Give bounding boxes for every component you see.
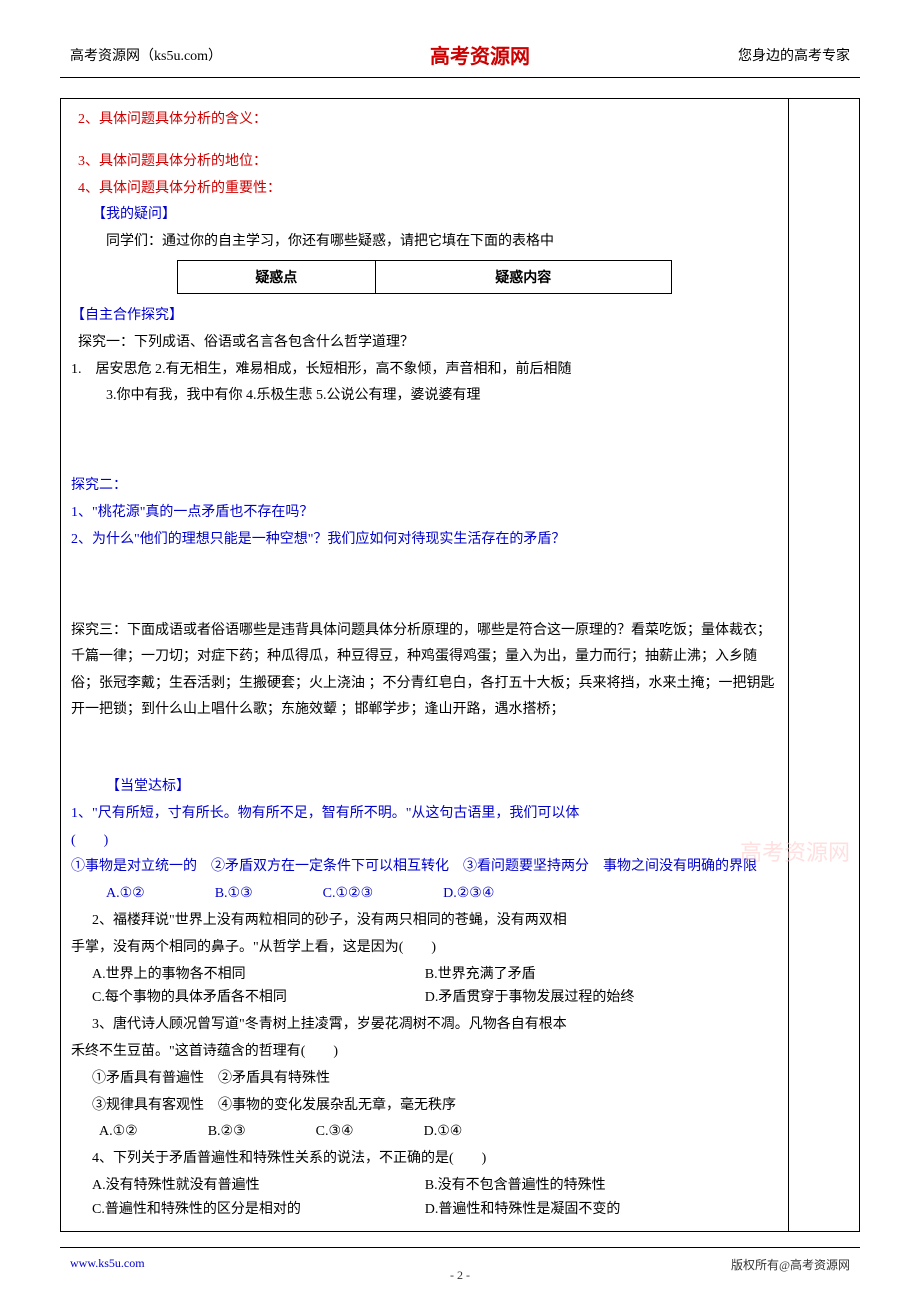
explore2-title: 探究二： [71,474,778,498]
table-header-point: 疑惑点 [178,260,376,293]
q4-optD: D.普遍性和特殊性是凝固不变的 [425,1202,621,1217]
q2-optB: B.世界充满了矛盾 [425,967,536,982]
q1-stem1: 1、"尺有所短，寸有所长。物有所不足，智有所不明。"从这句古语里，我们可以体 [71,802,778,826]
footer-left: www.ks5u.com [70,1256,145,1271]
page-footer: www.ks5u.com - 2 - 版权所有@高考资源网 [60,1256,860,1273]
q2-stem1: 2、福楼拜说"世界上没有两粒相同的砂子，没有两只相同的苍蝇，没有两双相 [71,909,778,933]
header-right: 您身边的高考专家 [738,45,850,65]
q4-stem: 4、下列关于矛盾普遍性和特殊性关系的说法，不正确的是( ) [71,1147,778,1171]
q2-optC: C.每个事物的具体矛盾各不相同 [92,986,421,1010]
q4-opts-row1: A.没有特殊性就没有普遍性 B.没有不包含普遍性的特殊性 [71,1174,778,1198]
page-header: 高考资源网（ks5u.com） 高考资源网 您身边的高考专家 [60,40,860,69]
header-center-logo: 高考资源网 [430,40,530,69]
quiz-title: 【当堂达标】 [71,775,778,799]
explore1-line1: 1. 居安思危 2.有无相生，难易相成，长短相形，高不象倾，声音相和，前后相随 [71,358,778,382]
q3-stem1: 3、唐代诗人顾况曾写道"冬青树上挂凌霄，岁晏花凋树不凋。凡物各自有根本 [71,1013,778,1037]
header-left: 高考资源网（ks5u.com） [70,45,222,65]
q3-line1: ①矛盾具有普遍性 ②矛盾具有特殊性 [71,1067,778,1091]
q3-stem2: 禾终不生豆苗。"这首诗蕴含的哲理有( ) [71,1040,778,1064]
side-column [789,99,859,1231]
q2-opts-row1: A.世界上的事物各不相同 B.世界充满了矛盾 [71,963,778,987]
footer-divider [60,1247,860,1248]
header-divider [60,77,860,78]
q2-optD: D.矛盾贯穿于事物发展过程的始终 [425,990,635,1005]
item-4: 4、具体问题具体分析的重要性： [71,177,778,201]
q3-line2: ③规律具有客观性 ④事物的变化发展杂乱无章，毫无秩序 [71,1094,778,1118]
question-table: 疑惑点 疑惑内容 [177,260,672,294]
explore3-text: 探究三：下面成语或者俗语哪些是违背具体问题具体分析原理的，哪些是符合这一原理的？… [71,618,778,724]
q3-opts: A.①② B.②③ C.③④ D.①④ [71,1120,778,1144]
my-question-intro: 同学们：通过你的自主学习，你还有哪些疑惑，请把它填在下面的表格中 [71,230,778,254]
q2-stem2: 手掌，没有两个相同的鼻子。"从哲学上看，这是因为( ) [71,936,778,960]
explore1-intro: 探究一：下列成语、俗语或名言各包含什么哲学道理？ [71,331,778,355]
q2-opts-row2: C.每个事物的具体矛盾各不相同 D.矛盾贯穿于事物发展过程的始终 [71,986,778,1010]
q4-opts-row2: C.普遍性和特殊性的区分是相对的 D.普遍性和特殊性是凝固不变的 [71,1198,778,1222]
q1-stem2: ( ) [71,829,778,853]
footer-right: 版权所有@高考资源网 [731,1256,850,1273]
q4-optB: B.没有不包含普遍性的特殊性 [425,1178,606,1193]
q1-stem3: ①事物是对立统一的 ②矛盾双方在一定条件下可以相互转化 ③看问题要坚持两分 事物… [71,855,778,879]
explore1-line2: 3.你中有我，我中有你 4.乐极生悲 5.公说公有理，婆说婆有理 [71,384,778,408]
explore2-q1: 1、"桃花源"真的一点矛盾也不存在吗？ [71,501,778,525]
item-2: 2、具体问题具体分析的含义： [71,108,778,132]
table-header-content: 疑惑内容 [375,260,671,293]
item-3: 3、具体问题具体分析的地位： [71,150,778,174]
q1-opts: A.①② B.①③ C.①②③ D.②③④ [71,882,778,906]
content-column: 2、具体问题具体分析的含义： 3、具体问题具体分析的地位： 4、具体问题具体分析… [61,99,789,1231]
explore2-q2: 2、为什么"他们的理想只能是一种空想"？我们应如何对待现实生活存在的矛盾？ [71,528,778,552]
footer-page-number: - 2 - [450,1268,470,1283]
my-question-title: 【我的疑问】 [71,203,778,227]
q4-optC: C.普遍性和特殊性的区分是相对的 [92,1198,421,1222]
explore-title: 【自主合作探究】 [71,304,778,328]
q4-optA: A.没有特殊性就没有普遍性 [92,1174,421,1198]
main-content-box: 2、具体问题具体分析的含义： 3、具体问题具体分析的地位： 4、具体问题具体分析… [60,98,860,1232]
q2-optA: A.世界上的事物各不相同 [92,963,421,987]
